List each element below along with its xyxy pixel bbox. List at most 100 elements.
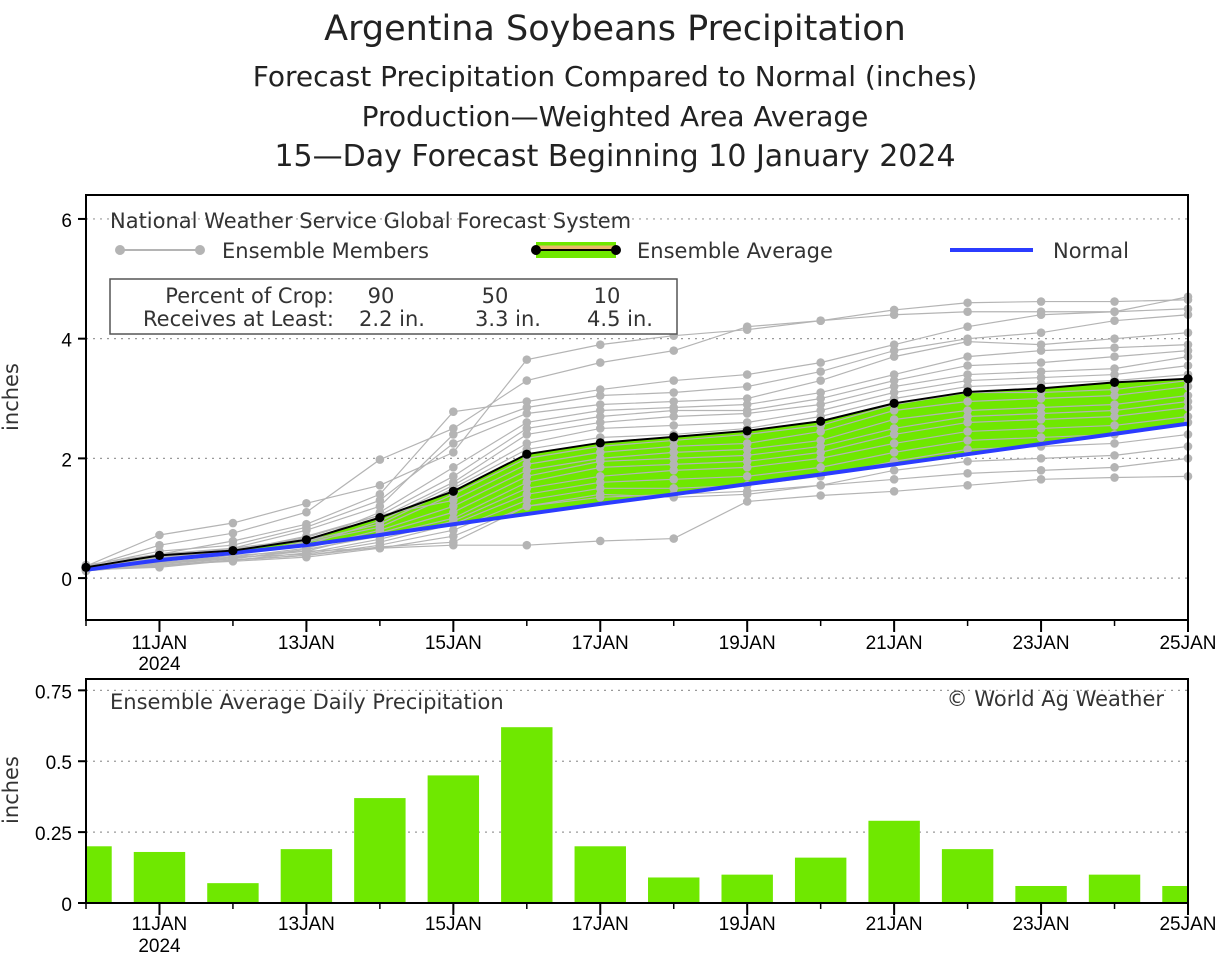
ensemble-member-point [449,448,458,457]
ensemble-member-point [1036,454,1046,463]
ensemble-member-point [742,418,752,427]
lower-x-tick-label: 11JAN [132,914,188,935]
crop-percent-50: 50 [482,284,509,308]
normal-line [85,421,1189,572]
ensemble-member-point [1036,424,1046,433]
ensemble-member-point [1110,343,1119,352]
ensemble-member-point [742,457,752,466]
ensemble-member-point [742,370,752,379]
ensemble-member-point [1110,473,1119,482]
daily-precip-bar [648,877,700,903]
ensemble-average-point [669,432,679,442]
ensemble-member-point [963,481,972,490]
crop-amount-10: 4.5 in. [587,307,653,331]
lower-x-tick-label: 15JAN [425,914,482,935]
upper-x-tick-label: 21JAN [866,633,923,654]
ensemble-member-point [889,305,899,315]
crop-percent-label: Percent of Crop: [165,284,334,308]
ensemble-member-line [85,475,1189,572]
ensemble-member-point [595,463,605,472]
ensemble-member-point [963,337,972,346]
daily-precip-bar [721,874,773,903]
ensemble-member-point [1036,409,1046,418]
ensemble-member-point [742,382,752,391]
daily-bars-layer [86,727,1188,903]
ensemble-member-point [228,555,238,565]
ensemble-member-point [449,525,458,535]
ensemble-member-point [595,478,605,487]
ensemble-average-point [595,438,605,448]
lower-y-tick-label: 0.5 [46,753,72,774]
ensemble-member-point [889,376,899,385]
ensemble-member-point [669,442,679,451]
ensemble-member-line [85,457,1189,571]
ensemble-member-point [449,407,458,416]
crop-percent-90: 90 [368,284,395,308]
ensemble-member-point [889,475,899,484]
lower-x-tick-label: 21JAN [866,914,923,935]
ensemble-member-point [1036,373,1046,382]
ensemble-member-point [742,487,752,496]
lower-axes: 0 0.25 0.5 0.75 11JAN 13JAN 15JAN 17JAN 19JAN 21J… [35,682,1217,957]
ensemble-member-point [302,551,311,560]
chart-title: Argentina Soybeans Precipitation [324,9,906,49]
crop-percent-10: 10 [594,284,621,308]
ensemble-member-line [85,415,1189,572]
chart-subtitle-2: Production—Weighted Area Average [362,100,869,133]
ensemble-average-point [1109,377,1120,387]
ensemble-member-point [595,412,605,421]
ensemble-average-point [742,426,752,436]
ensemble-average-point [228,545,238,556]
daily-precip-bar [427,775,480,903]
lower-chart-title: Ensemble Average Daily Precipitation [110,690,504,714]
ensemble-member-point [302,498,311,508]
ensemble-member-point [816,406,825,415]
ensemble-member-point [375,481,385,490]
ensemble-member-point [375,501,385,511]
crop-percent-box [109,278,678,335]
ensemble-member-point [889,424,899,433]
ensemble-member-point [228,518,238,528]
ensemble-member-point [522,376,532,385]
ensemble-member-point [963,397,972,406]
chart-subtitle-3: 15—Day Forecast Beginning 10 January 202… [274,139,955,174]
daily-precip-bar [501,727,553,903]
ensemble-member-point [742,394,752,403]
ensemble-member-point [1036,475,1046,484]
ensemble-member-point [1036,340,1046,349]
ensemble-member-point [522,484,532,493]
ensemble-member-point [963,376,972,385]
ensemble-member-point [1036,403,1046,412]
daily-precip-bar [794,857,847,903]
ensemble-member-point [669,454,679,463]
ensemble-member-point [449,507,458,517]
ensemble-member-point [595,391,605,400]
ensemble-member-point [1110,463,1119,472]
daily-precip-bar [1162,885,1188,903]
ensemble-member-point [302,522,311,532]
ensemble-member-point [449,537,458,547]
ensemble-member-point [595,406,605,415]
ensemble-member-point [669,412,679,421]
ensemble-member-point [816,394,825,403]
ensemble-member-point [889,406,899,415]
legend-system-text: National Weather Service Global Forecast… [110,209,631,233]
ensemble-member-point [742,400,752,409]
ensemble-member-point [449,463,458,472]
ensemble-member-point [963,406,972,415]
ensemble-member-point [1110,400,1119,409]
ensemble-member-point [302,507,311,517]
ensemble-member-point [963,418,972,427]
ensemble-member-point [816,454,825,463]
ensemble-average-point [375,513,385,523]
ensemble-member-point [595,492,605,502]
ensemble-average-point [963,387,973,397]
ensemble-member-point [889,439,899,448]
ensemble-member-point [595,448,605,457]
ensemble-member-point [1036,433,1046,442]
ensemble-member-point [522,501,532,511]
ensemble-member-point [522,540,532,550]
ensemble-member-point [669,376,679,385]
ensemble-member-point [816,442,825,451]
upper-y-tick-label: 2 [61,450,72,471]
